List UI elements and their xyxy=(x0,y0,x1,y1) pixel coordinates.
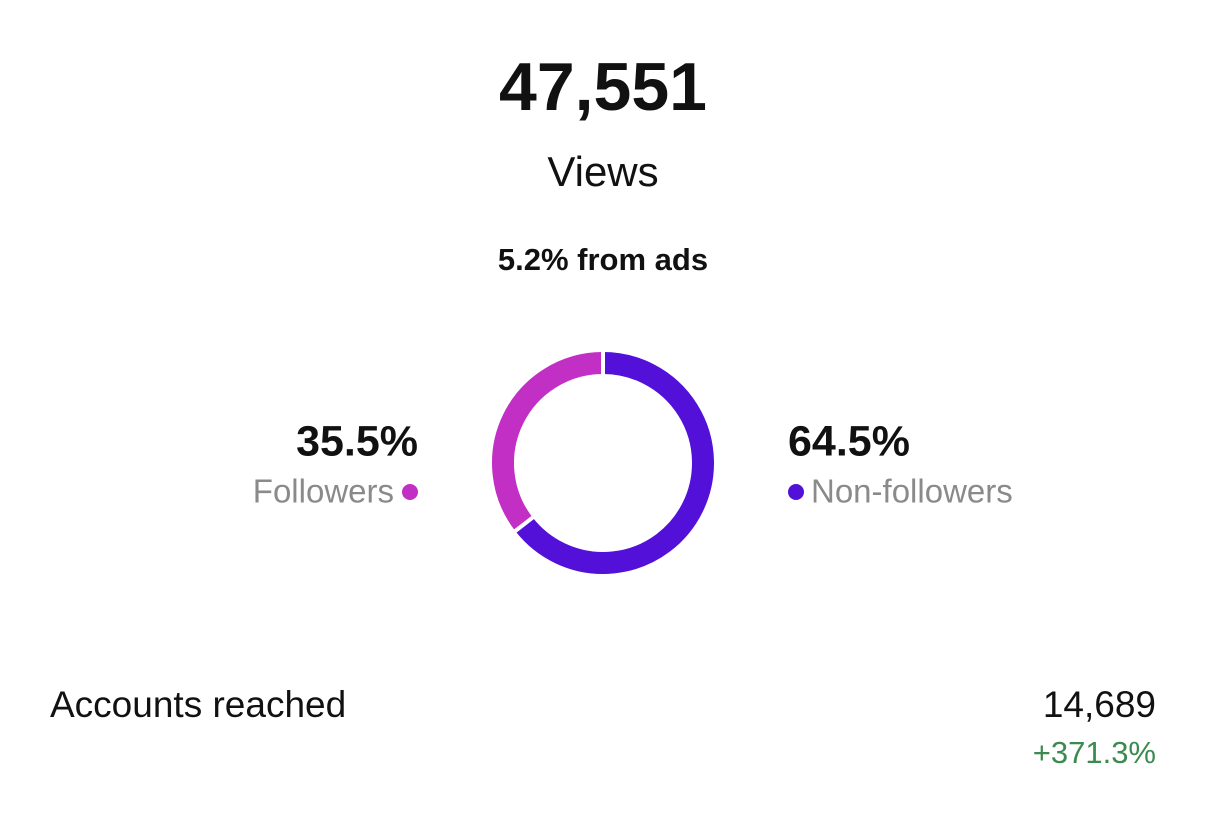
legend-label: Non-followers xyxy=(811,473,1013,510)
donut-chart xyxy=(492,350,714,574)
segment-gap xyxy=(512,514,536,534)
accounts-label: Accounts reached xyxy=(50,684,346,725)
segment-value: 64.5% xyxy=(788,417,910,465)
views-count: 47,551 xyxy=(499,49,707,125)
views-label: Views xyxy=(547,148,658,195)
accounts-value: 14,689 xyxy=(1043,684,1156,725)
donut-segment xyxy=(515,352,714,574)
legend-dot xyxy=(788,484,804,500)
ads-share: 5.2% from ads xyxy=(498,242,708,277)
legend-dot xyxy=(402,484,418,500)
accounts-change: +371.3% xyxy=(1033,735,1156,770)
segment-value: 35.5% xyxy=(296,417,418,465)
donut-segment xyxy=(492,352,604,532)
legend-label: Followers xyxy=(253,473,394,510)
